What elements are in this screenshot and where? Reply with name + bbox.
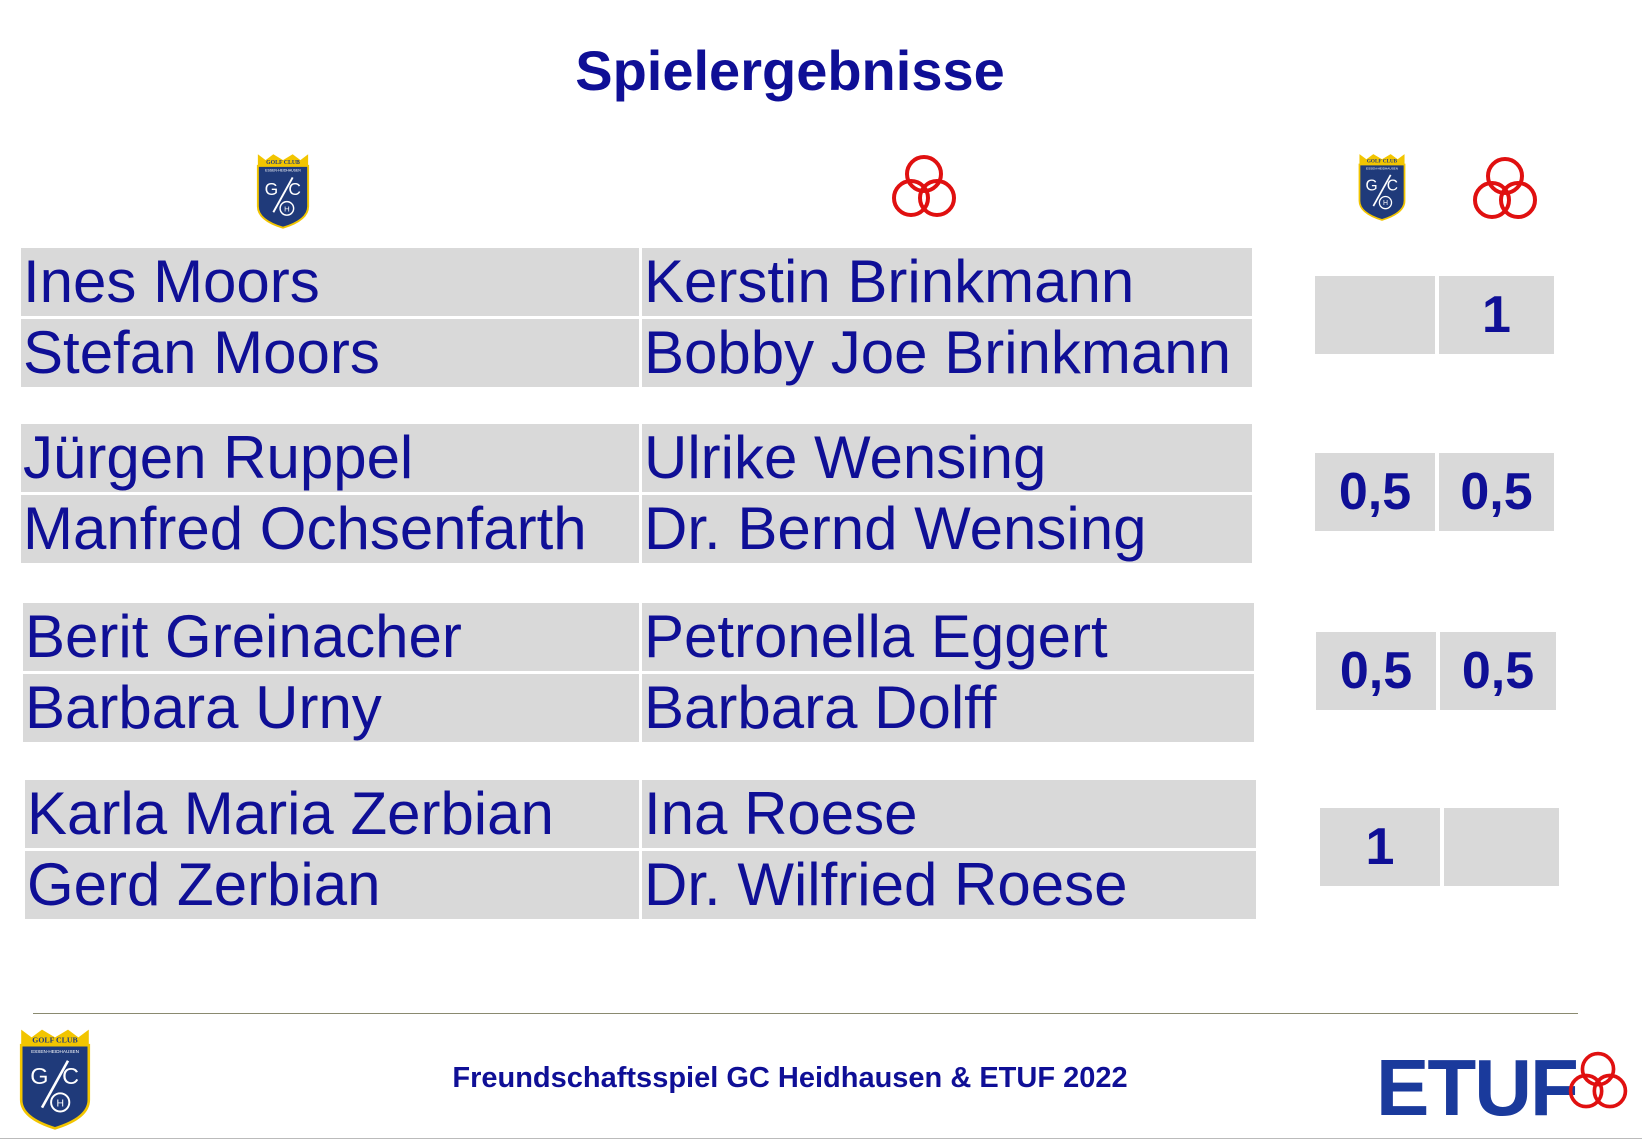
footer-caption: Freundschaftsspiel GC Heidhausen & ETUF … (452, 1062, 1128, 1094)
gc-player-name: Jürgen Ruppel (21, 424, 639, 492)
score-gc: 1 (1320, 808, 1440, 886)
footer-gc-logo-icon (16, 1025, 94, 1133)
score-etuf: 0,5 (1439, 453, 1554, 531)
etuf-player-name: Dr. Wilfried Roese (642, 851, 1256, 919)
footer-etuf-rings-icon (1566, 1050, 1630, 1112)
etuf-player-name: Bobby Joe Brinkmann (642, 319, 1252, 387)
gc-player-name: Berit Greinacher (23, 603, 639, 671)
gc-score-column-logo-icon (1356, 152, 1408, 222)
score-etuf: 1 (1439, 276, 1554, 354)
gc-heidhausen-logo-icon (254, 152, 312, 230)
footer-etuf-brand: ETUF (1376, 1043, 1579, 1132)
score-etuf: 0,5 (1440, 632, 1556, 710)
etuf-player-name: Barbara Dolff (642, 674, 1254, 742)
gc-player-name: Karla Maria Zerbian (25, 780, 639, 848)
score-etuf (1444, 808, 1559, 886)
etuf-player-name: Ulrike Wensing (642, 424, 1252, 492)
bottom-edge-line (0, 1138, 1642, 1139)
etuf-score-column-rings-icon (1470, 156, 1540, 222)
etuf-player-name: Ina Roese (642, 780, 1256, 848)
footer-divider (33, 1013, 1578, 1014)
etuf-player-name: Petronella Eggert (642, 603, 1254, 671)
page-title: Spielergebnisse (575, 39, 1005, 102)
etuf-rings-logo-icon (889, 154, 959, 220)
score-gc (1315, 276, 1435, 354)
etuf-player-name: Dr. Bernd Wensing (642, 495, 1252, 563)
gc-player-name: Barbara Urny (23, 674, 639, 742)
score-gc: 0,5 (1316, 632, 1436, 710)
gc-player-name: Gerd Zerbian (25, 851, 639, 919)
gc-player-name: Stefan Moors (21, 319, 639, 387)
score-gc: 0,5 (1315, 453, 1435, 531)
gc-player-name: Ines Moors (21, 248, 639, 316)
gc-player-name: Manfred Ochsenfarth (21, 495, 639, 563)
etuf-player-name: Kerstin Brinkmann (642, 248, 1252, 316)
